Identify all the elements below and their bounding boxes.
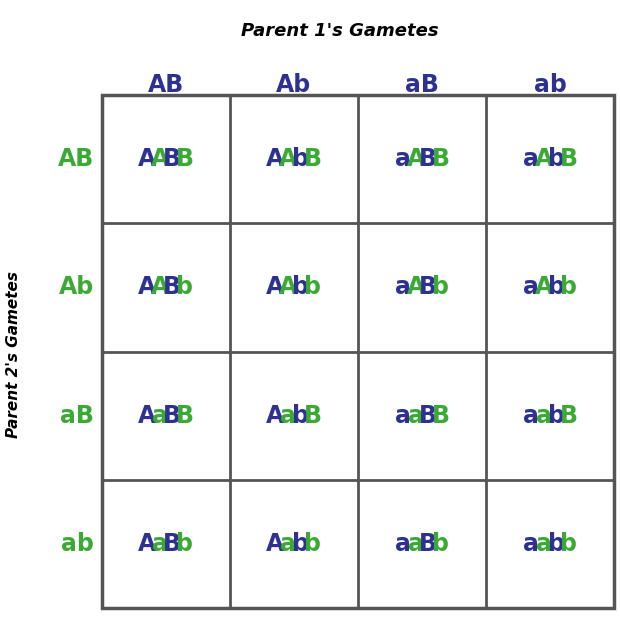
Text: b: b (292, 404, 309, 428)
Text: b: b (560, 275, 577, 299)
Text: B: B (419, 147, 437, 171)
Text: B: B (175, 147, 193, 171)
Text: A: A (151, 147, 169, 171)
Text: a: a (523, 147, 539, 171)
Text: B: B (560, 147, 578, 171)
Text: a: a (396, 147, 411, 171)
Text: b: b (432, 275, 450, 299)
Text: Ab: Ab (277, 73, 312, 97)
Text: B: B (175, 404, 193, 428)
Text: a: a (280, 404, 296, 428)
Text: B: B (432, 404, 450, 428)
Text: B: B (419, 404, 437, 428)
Text: b: b (176, 275, 193, 299)
Text: B: B (560, 404, 578, 428)
Bar (102, 95, 614, 608)
Text: a: a (152, 404, 167, 428)
Text: a: a (408, 532, 423, 556)
Text: a: a (396, 532, 411, 556)
Text: AB: AB (58, 147, 94, 171)
Text: a: a (280, 532, 296, 556)
Text: A: A (407, 275, 425, 299)
Text: aB: aB (60, 404, 94, 428)
Text: Ab: Ab (59, 275, 94, 299)
Text: B: B (304, 404, 322, 428)
Text: A: A (266, 404, 285, 428)
Text: A: A (534, 147, 553, 171)
Text: A: A (534, 275, 553, 299)
Text: A: A (278, 147, 297, 171)
Text: ab: ab (534, 73, 567, 97)
Text: a: a (523, 275, 539, 299)
Text: B: B (304, 147, 322, 171)
Text: A: A (138, 147, 156, 171)
Text: b: b (547, 275, 565, 299)
Text: A: A (266, 147, 285, 171)
Text: B: B (163, 404, 181, 428)
Text: b: b (547, 404, 565, 428)
Text: A: A (138, 404, 156, 428)
Text: A: A (151, 275, 169, 299)
Text: A: A (278, 275, 297, 299)
Text: a: a (523, 532, 539, 556)
Text: Parent 1's Gametes: Parent 1's Gametes (241, 22, 439, 40)
Text: b: b (547, 147, 565, 171)
Text: a: a (523, 404, 539, 428)
Text: AB: AB (148, 73, 184, 97)
Text: A: A (138, 275, 156, 299)
Text: b: b (304, 532, 321, 556)
Text: b: b (292, 147, 309, 171)
Text: a: a (396, 275, 411, 299)
Text: B: B (419, 275, 437, 299)
Text: b: b (176, 532, 193, 556)
Text: a: a (536, 404, 552, 428)
Text: b: b (432, 532, 450, 556)
Text: B: B (163, 147, 181, 171)
Text: B: B (163, 275, 181, 299)
Text: A: A (266, 532, 285, 556)
Text: A: A (266, 275, 285, 299)
Text: b: b (304, 275, 321, 299)
Text: aB: aB (405, 73, 439, 97)
Text: a: a (152, 532, 167, 556)
Text: ab: ab (61, 532, 94, 556)
Text: a: a (536, 532, 552, 556)
Text: A: A (138, 532, 156, 556)
Text: B: B (163, 532, 181, 556)
Text: b: b (292, 532, 309, 556)
Text: A: A (407, 147, 425, 171)
Text: b: b (547, 532, 565, 556)
Text: a: a (396, 404, 411, 428)
Text: B: B (432, 147, 450, 171)
Text: b: b (292, 275, 309, 299)
Text: Parent 2's Gametes: Parent 2's Gametes (6, 272, 22, 438)
Text: a: a (408, 404, 423, 428)
Text: b: b (560, 532, 577, 556)
Text: B: B (419, 532, 437, 556)
